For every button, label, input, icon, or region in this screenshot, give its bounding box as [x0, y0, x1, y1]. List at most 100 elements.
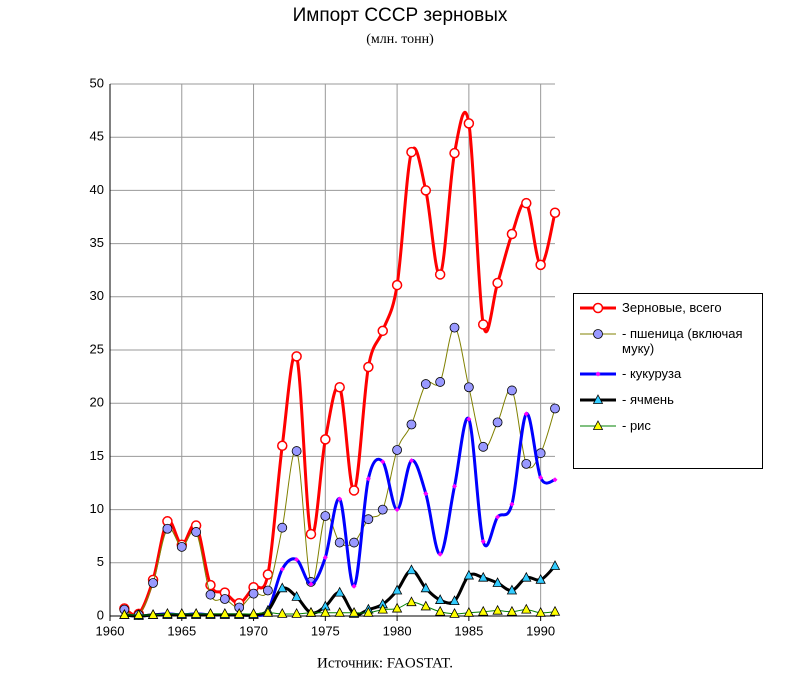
- legend-label: - пшеница (включая муку): [622, 326, 743, 356]
- marker: [420, 185, 432, 196]
- marker: [294, 557, 300, 563]
- marker: [234, 608, 245, 618]
- legend-swatch: [580, 371, 616, 377]
- marker: [535, 606, 546, 617]
- y-tick-label: 10: [90, 501, 104, 516]
- series-line: [123, 110, 557, 617]
- marker: [291, 590, 302, 601]
- marker: [592, 302, 604, 314]
- marker: [248, 588, 259, 599]
- marker: [262, 569, 274, 580]
- marker: [320, 434, 331, 445]
- y-tick-label: 50: [90, 75, 104, 90]
- marker: [279, 566, 285, 572]
- marker: [406, 146, 417, 158]
- marker: [119, 609, 130, 619]
- marker: [477, 319, 489, 330]
- marker: [434, 605, 446, 616]
- marker: [463, 606, 475, 617]
- marker: [521, 197, 532, 209]
- marker: [291, 608, 302, 618]
- marker: [363, 606, 374, 617]
- marker: [391, 602, 403, 613]
- marker: [147, 609, 159, 619]
- chart-subtitle: (млн. тонн): [366, 32, 434, 47]
- marker: [191, 527, 202, 537]
- marker: [305, 528, 317, 540]
- marker: [351, 583, 357, 589]
- marker: [480, 539, 486, 545]
- marker: [521, 458, 532, 469]
- marker: [535, 573, 546, 584]
- marker: [406, 564, 417, 575]
- marker: [205, 589, 216, 600]
- legend-entry: - рис: [578, 418, 758, 434]
- marker: [320, 511, 331, 521]
- marker: [452, 483, 458, 489]
- marker: [592, 394, 604, 404]
- marker: [449, 322, 460, 333]
- y-tick-label: 45: [90, 129, 104, 144]
- marker: [592, 420, 604, 430]
- marker: [162, 523, 173, 534]
- marker: [420, 379, 431, 389]
- marker: [322, 554, 328, 560]
- marker: [506, 228, 518, 240]
- marker: [365, 476, 371, 482]
- legend-entry: - пшеница (включая муку): [578, 326, 758, 356]
- marker: [521, 603, 532, 614]
- marker: [406, 419, 417, 430]
- chart-title: Импорт СССР зерновых: [293, 5, 508, 26]
- marker: [348, 485, 360, 496]
- legend-entry: Зерновые, всего: [578, 300, 758, 316]
- marker: [148, 578, 158, 588]
- marker: [334, 381, 345, 393]
- legend-swatch: [580, 394, 616, 404]
- marker: [308, 581, 314, 587]
- marker: [348, 606, 360, 617]
- marker: [377, 603, 388, 614]
- legend: Зерновые, всего - пшеница (включая муку) -…: [573, 293, 763, 469]
- legend-label: Зерновые, всего: [622, 300, 722, 315]
- marker: [133, 609, 144, 619]
- series-line: [124, 412, 556, 618]
- marker: [277, 582, 288, 593]
- marker: [205, 608, 216, 618]
- marker: [463, 382, 474, 393]
- marker: [506, 605, 518, 616]
- marker: [334, 586, 345, 597]
- marker: [262, 606, 274, 617]
- legend-swatch: [580, 302, 616, 314]
- y-tick-label: 15: [90, 448, 104, 463]
- legend-swatch: [580, 329, 616, 339]
- marker: [509, 501, 515, 507]
- marker: [334, 606, 345, 617]
- marker: [549, 560, 561, 570]
- marker: [392, 445, 402, 455]
- x-tick-label: 1985: [454, 623, 483, 638]
- y-tick-label: 5: [97, 554, 104, 569]
- marker: [478, 605, 489, 616]
- marker: [380, 459, 386, 465]
- y-tick-label: 25: [90, 341, 104, 356]
- marker: [423, 491, 429, 497]
- marker: [495, 514, 501, 520]
- marker: [291, 351, 302, 362]
- marker: [595, 371, 601, 377]
- marker: [391, 279, 403, 291]
- x-tick-label: 1960: [96, 623, 125, 638]
- marker: [162, 608, 173, 618]
- x-tick-label: 1970: [239, 623, 268, 638]
- marker: [449, 608, 460, 618]
- source: Источник: FAOSTAT.: [317, 655, 453, 671]
- series-line: [124, 327, 556, 617]
- marker: [449, 595, 460, 606]
- marker: [535, 259, 546, 271]
- marker: [434, 594, 446, 604]
- y-tick-label: 30: [90, 288, 104, 303]
- marker: [219, 594, 230, 604]
- marker: [337, 496, 343, 502]
- y-tick-label: 20: [90, 395, 104, 410]
- legend-label: - кукуруза: [622, 366, 682, 381]
